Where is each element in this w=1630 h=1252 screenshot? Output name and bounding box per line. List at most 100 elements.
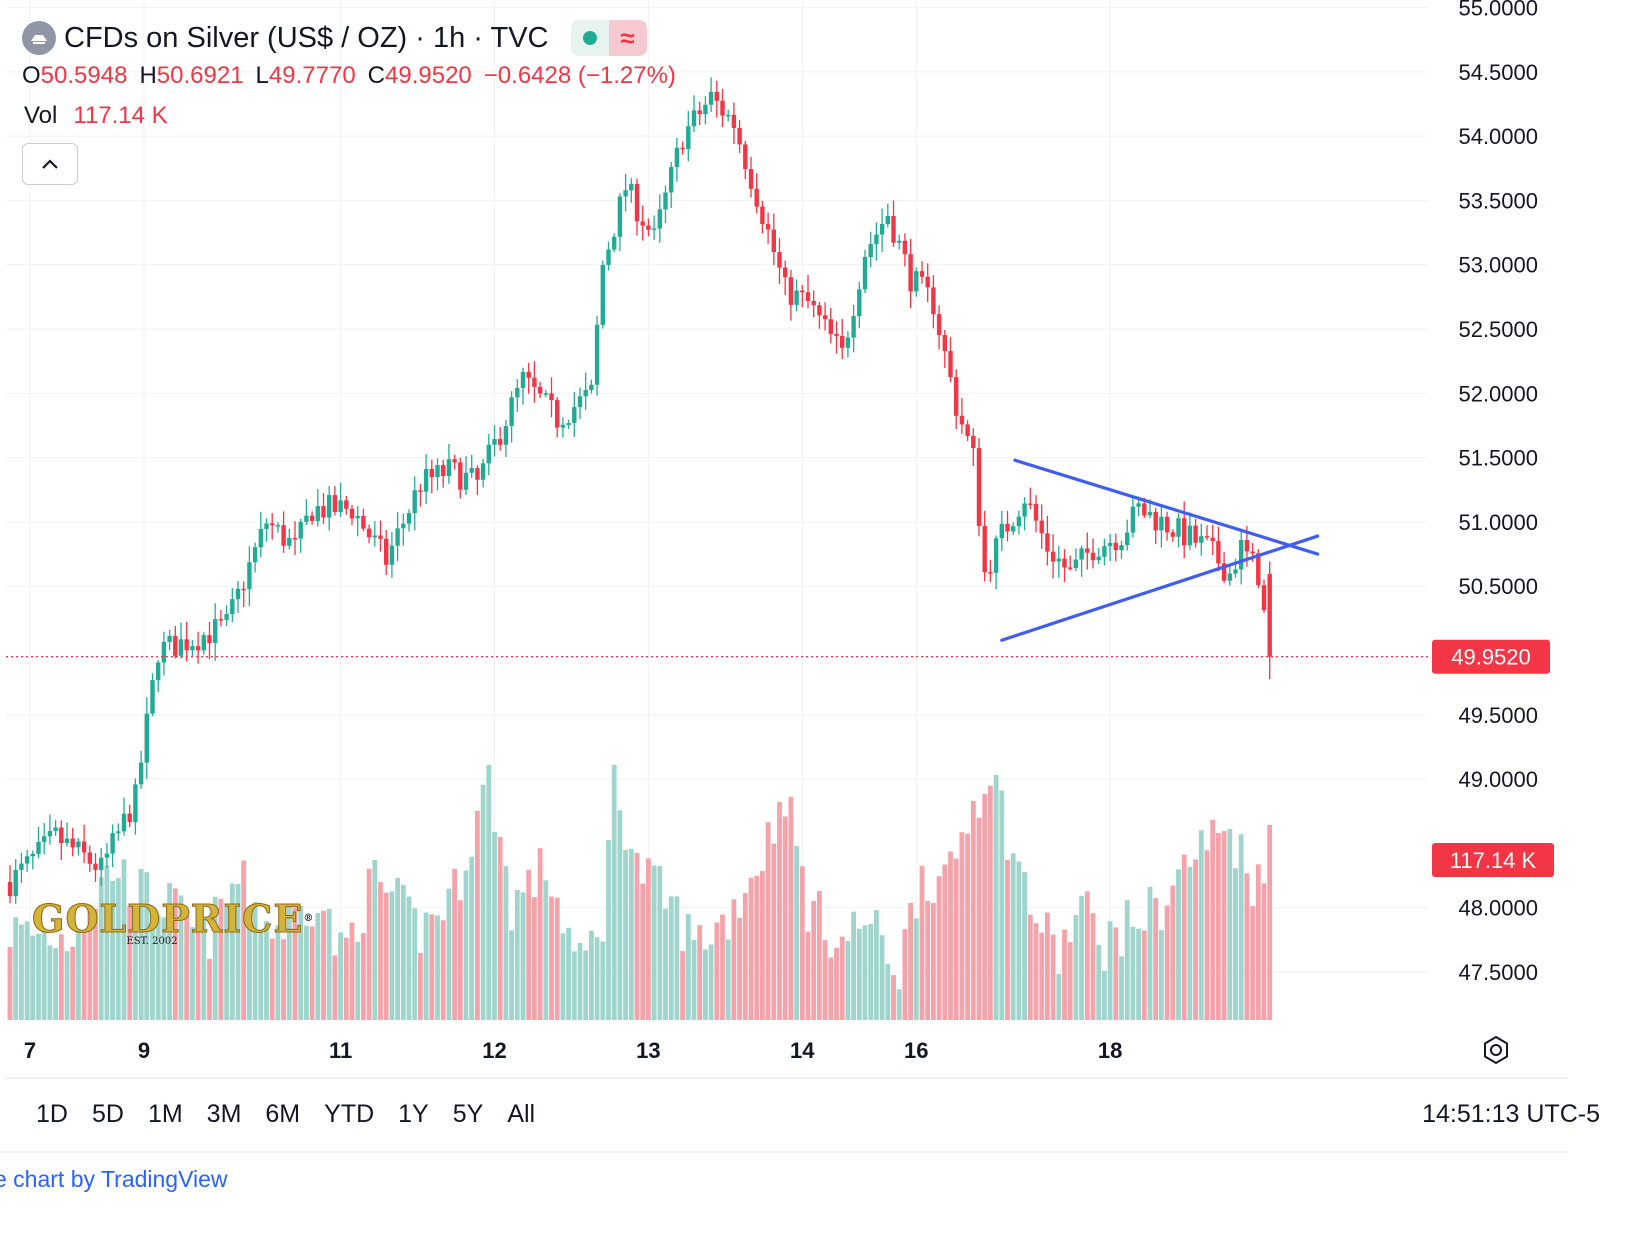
volume-bar bbox=[127, 905, 133, 1020]
candle-body bbox=[543, 393, 548, 395]
candle-body bbox=[629, 183, 634, 191]
time-tick-label: 16 bbox=[904, 1038, 928, 1063]
range-ytd-button[interactable]: YTD bbox=[324, 1100, 375, 1128]
candle-body bbox=[287, 537, 292, 546]
time-tick-label: 12 bbox=[482, 1038, 506, 1063]
candle-body bbox=[338, 500, 343, 512]
range-1d-button[interactable]: 1D bbox=[36, 1100, 68, 1128]
last-price-badge bbox=[1432, 639, 1550, 674]
candle-body bbox=[235, 588, 241, 600]
volume-bar bbox=[286, 905, 292, 1020]
volume-bar bbox=[497, 836, 503, 1020]
volume-bar bbox=[366, 868, 372, 1020]
volume-bar bbox=[805, 931, 811, 1020]
candle-body bbox=[720, 100, 725, 116]
candle-body bbox=[988, 572, 993, 574]
candle-body bbox=[965, 424, 970, 436]
volume-bar bbox=[1079, 895, 1084, 1020]
candle-body bbox=[178, 639, 184, 656]
volume-bar bbox=[1050, 934, 1056, 1020]
volume-bar bbox=[1181, 854, 1187, 1020]
tradingview-credit-link[interactable]: e chart by TradingView bbox=[0, 1166, 228, 1192]
watermark-text: GOLDPRICE bbox=[31, 896, 304, 941]
candle-body bbox=[292, 537, 298, 540]
volume-bar bbox=[201, 919, 207, 1020]
price-axis[interactable]: 55.0000 54.5000 54.0000 53.5000 53.0000 52.50… bbox=[1432, 0, 1554, 985]
candle-body bbox=[879, 223, 885, 235]
candle-body bbox=[384, 538, 389, 565]
price-tick-label: 52.0000 bbox=[1458, 381, 1538, 406]
volume-bar bbox=[212, 896, 218, 1020]
market-status-badge[interactable]: ≈ bbox=[570, 20, 647, 56]
volume-bar bbox=[1153, 898, 1159, 1020]
time-axis[interactable]: 7 9 11 12 13 14 16 18 bbox=[24, 1038, 1123, 1063]
candle-body bbox=[703, 104, 708, 115]
candle-body bbox=[224, 613, 229, 620]
price-tick-label: 48.0000 bbox=[1458, 896, 1538, 921]
candle-body bbox=[104, 853, 110, 858]
chart-clock[interactable]: 14:51:13 UTC-5 bbox=[1422, 1100, 1600, 1128]
volume-bar bbox=[440, 920, 446, 1020]
candle-body bbox=[925, 276, 930, 288]
candle-body bbox=[218, 619, 224, 621]
candle-body bbox=[127, 813, 132, 823]
chart-settings-button[interactable] bbox=[1480, 1034, 1512, 1066]
volume-bar bbox=[902, 929, 908, 1020]
collapse-legend-button[interactable] bbox=[22, 143, 78, 185]
candle-body bbox=[435, 465, 440, 478]
time-tick-label: 7 bbox=[24, 1038, 36, 1063]
volume-bar bbox=[195, 925, 201, 1020]
range-5y-button[interactable]: 5Y bbox=[452, 1100, 484, 1128]
volume-bar bbox=[754, 875, 760, 1020]
range-5d-button[interactable]: 5D bbox=[91, 1100, 124, 1128]
volume-bar bbox=[1130, 926, 1136, 1020]
candle-body bbox=[908, 254, 913, 292]
range-3m-button[interactable]: 3M bbox=[206, 1100, 242, 1128]
delayed-data-icon: ≈ bbox=[608, 20, 647, 56]
volume-bar bbox=[520, 892, 526, 1020]
candle-body bbox=[765, 223, 771, 230]
candle-body bbox=[87, 852, 92, 864]
candle-body bbox=[515, 387, 520, 398]
candle-body bbox=[270, 523, 275, 526]
candle-body bbox=[857, 289, 862, 317]
volume-bar bbox=[98, 877, 104, 1020]
candle-body bbox=[1119, 545, 1124, 551]
range-all-button[interactable]: All bbox=[507, 1100, 536, 1128]
volume-bar bbox=[355, 941, 361, 1020]
candle-body bbox=[110, 833, 115, 854]
volume-bar bbox=[514, 889, 520, 1020]
volume-bar bbox=[1198, 830, 1204, 1020]
volume-bar bbox=[862, 925, 868, 1020]
candle-body bbox=[1250, 551, 1255, 554]
candle-body bbox=[976, 448, 982, 527]
candle-body bbox=[7, 882, 13, 897]
candle-body bbox=[503, 426, 509, 445]
range-1m-button[interactable]: 1M bbox=[147, 1100, 183, 1128]
candle-body bbox=[1045, 533, 1050, 552]
triangle-trendlines[interactable] bbox=[1000, 458, 1320, 642]
volume-bar bbox=[338, 932, 343, 1020]
candle-body bbox=[441, 465, 446, 477]
range-selector: 1D 5D 1M 3M 6M YTD 1Y 5Y All bbox=[24, 1094, 547, 1135]
low-value: 49.7770 bbox=[268, 62, 356, 89]
candle-body bbox=[395, 528, 400, 546]
range-6m-button[interactable]: 6M bbox=[265, 1100, 301, 1128]
candle-body bbox=[1182, 518, 1187, 546]
candle-body bbox=[30, 853, 35, 857]
candle-body bbox=[1005, 523, 1010, 532]
volume-bar bbox=[389, 891, 395, 1020]
volume-bar bbox=[748, 877, 754, 1020]
candle-body bbox=[783, 267, 788, 278]
candle-body bbox=[452, 459, 457, 463]
candle-body bbox=[663, 192, 668, 210]
goldprice-watermark: GOLDPRICE® EST. 2002 bbox=[31, 899, 313, 948]
range-1y-button[interactable]: 1Y bbox=[398, 1100, 429, 1128]
time-tick-label: 14 bbox=[790, 1038, 815, 1063]
volume-bar bbox=[446, 888, 452, 1020]
candle-body bbox=[1096, 556, 1101, 561]
volume-bar bbox=[93, 908, 98, 1020]
volume-bar bbox=[577, 942, 583, 1020]
candle-body bbox=[651, 228, 657, 231]
